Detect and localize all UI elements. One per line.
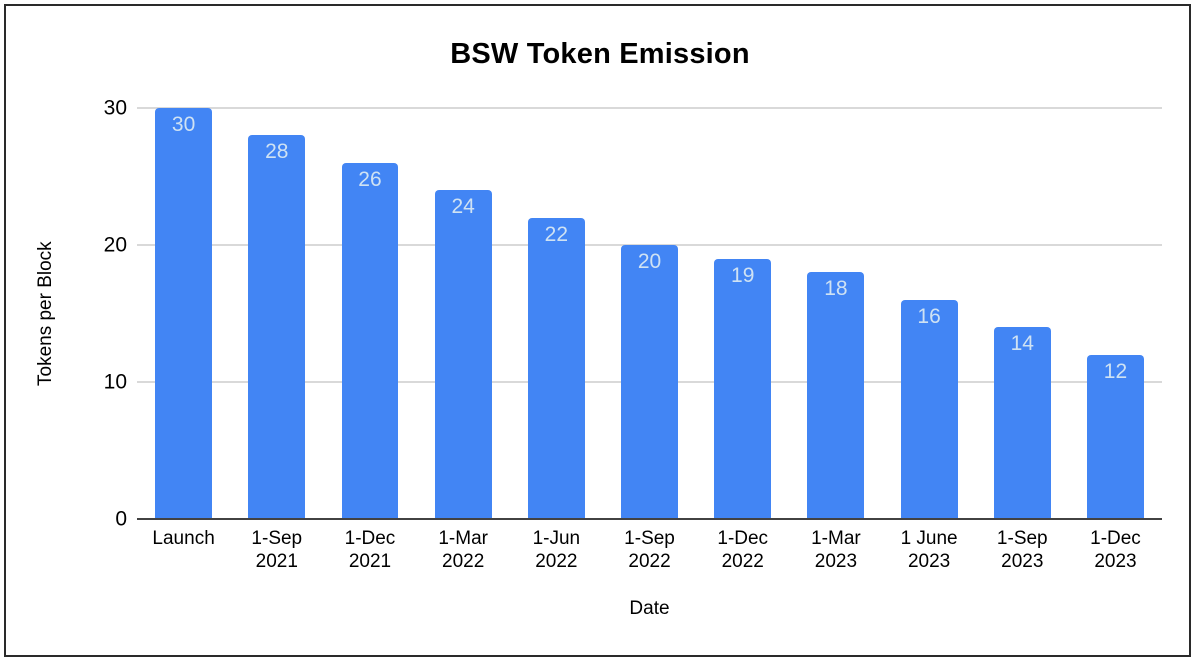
x-axis-tick-label-line: 2021: [348, 551, 392, 572]
x-axis-tick-label: 1-Mar 2022: [417, 527, 510, 573]
x-axis-tick-label-line: 1-Jun: [532, 528, 581, 549]
bar-1-june-2023: 16: [900, 299, 958, 519]
bar-value-label: 22: [544, 222, 569, 246]
y-axis-tick-label: 20: [103, 233, 127, 257]
bar-slot: 20: [603, 108, 696, 519]
x-axis-tick-label-line: 1-Dec: [1090, 528, 1141, 549]
x-axis-tick-label: 1 June 2023: [883, 527, 976, 573]
bar-value-label: 12: [1103, 359, 1128, 383]
bar-1-mar-2022: 24: [434, 190, 492, 519]
bar-1-dec-2022: 19: [714, 258, 772, 519]
x-axis-line: [137, 518, 1162, 520]
x-axis-labels: Launch 1-Sep 2021 1-Dec 2021 1-Mar 2022 1-Jun 20…: [137, 527, 1162, 573]
bar-value-label: 28: [265, 140, 289, 164]
x-axis-tick-label: 1-Jun 2022: [510, 527, 603, 573]
x-axis-tick-label-line: 1-Mar: [811, 528, 861, 549]
bar-value-label: 19: [731, 263, 755, 287]
x-axis-tick-label-line: 2023: [814, 551, 858, 572]
bar-slot: 16: [883, 108, 976, 519]
x-axis-tick-label-line: 1-Sep: [624, 528, 675, 549]
x-axis-tick-label-line: Launch: [152, 528, 215, 549]
bar-slot: 19: [696, 108, 789, 519]
bar-1-sep-2022: 20: [621, 245, 678, 519]
bar-1-dec-2023: 12: [1087, 354, 1144, 519]
x-axis-tick-label-line: 1-Dec: [717, 528, 769, 549]
bar-value-label: 20: [637, 250, 662, 274]
x-axis-tick-label: 1-Dec 2021: [323, 527, 416, 573]
y-axis-ticks: 0 10 20 30: [0, 98, 127, 530]
bar-slot: 26: [323, 108, 416, 519]
bar-slot: 18: [789, 108, 882, 519]
x-axis-title: Date: [629, 598, 670, 619]
x-axis-tick-label-line: 2022: [628, 551, 671, 572]
x-axis-tick-label-line: 1-Sep: [251, 528, 303, 549]
x-axis-tick-label-line: 2022: [535, 551, 578, 572]
x-axis-tick-label: 1-Dec 2023: [1069, 527, 1162, 573]
x-axis-tick-label-line: 2023: [907, 551, 951, 572]
x-axis-tick-label-line: 1 June: [900, 528, 958, 549]
bar-value-label: 26: [358, 167, 382, 191]
bar-slot: 12: [1069, 108, 1162, 519]
x-axis-tick-label-line: 2023: [1094, 551, 1137, 572]
x-axis-tick-label-line: 2022: [721, 551, 764, 572]
bar-launch: 30: [155, 108, 213, 519]
bar-slot: 22: [510, 108, 603, 519]
x-axis-tick-label-line: 1-Mar: [438, 528, 488, 549]
x-axis-tick-label: 1-Dec 2022: [696, 527, 789, 573]
bar-value-label: 24: [451, 195, 475, 219]
bar-value-label: 14: [1010, 332, 1034, 356]
bar-1-mar-2023: 18: [807, 272, 865, 519]
x-axis-tick-label-line: 2023: [1001, 551, 1044, 572]
bar-value-label: 16: [917, 304, 941, 328]
plot-area: 30 28 26 24 22 20 19 18 16 14 12: [137, 107, 1162, 520]
x-axis-tick-label: Launch: [137, 527, 230, 573]
x-axis-tick-label-line: 1-Sep: [996, 528, 1048, 549]
bar-slot: 30: [137, 108, 230, 519]
bar-slot: 28: [230, 108, 323, 519]
bar-slot: 14: [976, 108, 1069, 519]
x-axis-tick-label: 1-Mar 2023: [789, 527, 882, 573]
bar-value-label: 30: [171, 113, 196, 136]
y-axis-tick-label: 30: [103, 96, 127, 120]
bar-1-sep-2023: 14: [993, 327, 1051, 519]
y-axis-tick-label: 0: [115, 507, 127, 531]
x-axis-tick-label: 1-Sep 2023: [976, 527, 1069, 573]
bar-1-sep-2021: 28: [248, 135, 306, 519]
y-axis-tick-label: 10: [103, 370, 127, 394]
bar-1-jun-2022: 22: [527, 217, 585, 519]
x-axis-tick-label-line: 2021: [255, 551, 298, 572]
x-axis-tick-label: 1-Sep 2021: [230, 527, 323, 573]
chart-title: BSW Token Emission: [450, 38, 750, 70]
x-axis-tick-label-line: 2022: [442, 551, 485, 572]
x-axis-tick-label: 1-Sep 2022: [603, 527, 696, 573]
bar-slot: 24: [417, 108, 510, 519]
bars: 30 28 26 24 22 20 19 18 16 14 12: [137, 108, 1162, 519]
x-axis-tick-label-line: 1-Dec: [344, 528, 396, 549]
gridline: [137, 107, 1162, 109]
bar-1-dec-2021: 26: [341, 162, 399, 519]
bar-value-label: 18: [824, 277, 848, 301]
